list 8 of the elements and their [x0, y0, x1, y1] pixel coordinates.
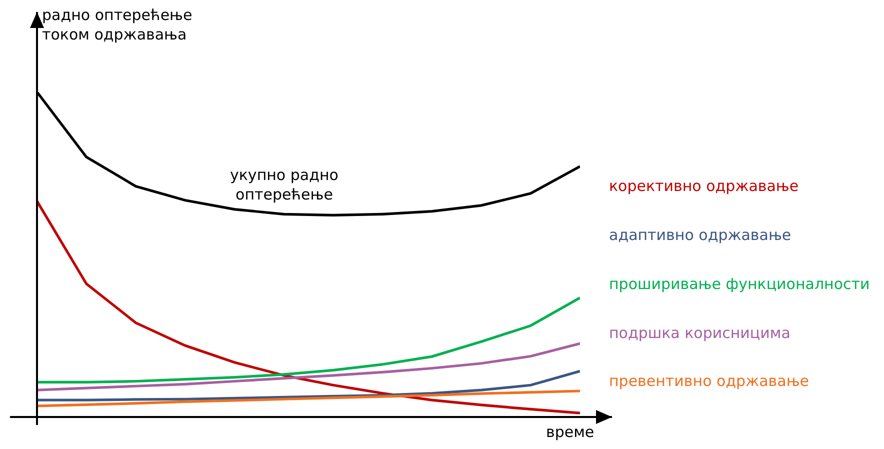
series-label: укупно радно оптерећење — [230, 166, 338, 204]
x-axis-title: време — [546, 423, 594, 441]
y-axis-title: радно оптерећење током одржавања — [42, 6, 192, 44]
text: корективно одржавање — [609, 177, 799, 195]
series-label: подршка корисницима — [609, 324, 790, 342]
series-label: превентивно одржавање — [609, 372, 810, 390]
series-label: проширивање функционалности — [609, 275, 870, 293]
text: адаптивно одржавање — [609, 226, 792, 244]
